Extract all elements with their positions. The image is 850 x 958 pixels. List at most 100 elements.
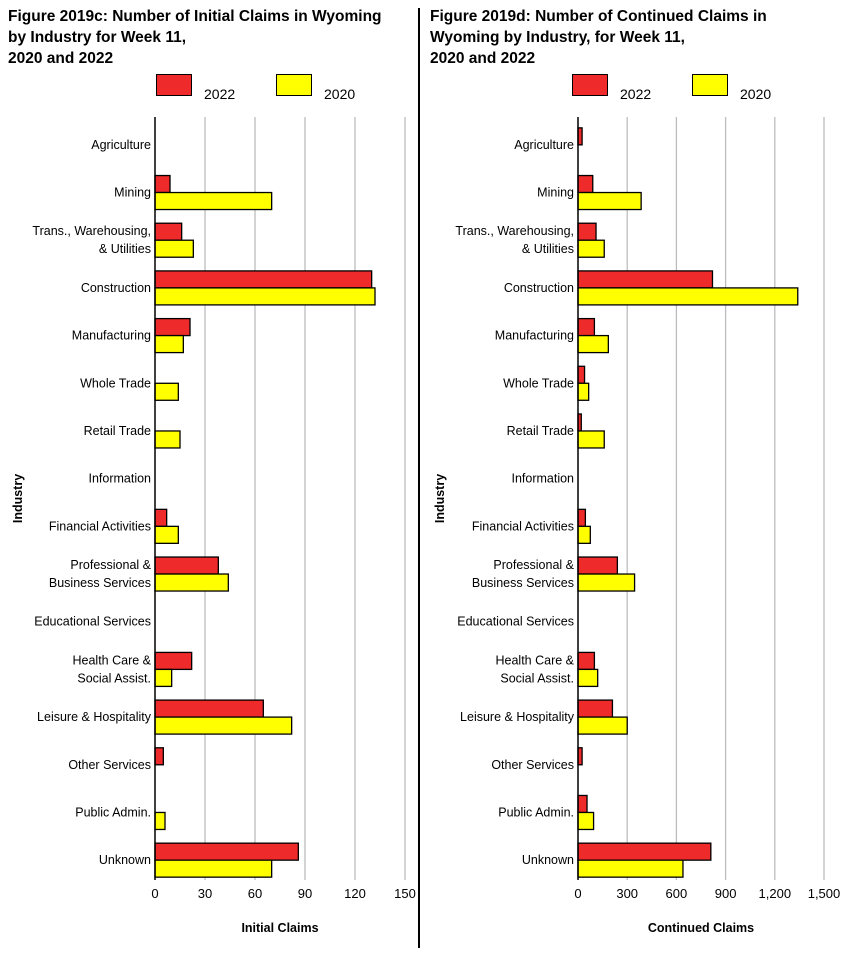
bar-2022 <box>154 699 264 718</box>
bar-2022 <box>577 508 587 527</box>
bar-2022 <box>577 651 596 671</box>
bar-2022 <box>577 842 712 861</box>
bar-2022 <box>577 222 597 241</box>
y-axis-title: Industry <box>433 474 447 523</box>
initial-claims-chart: Figure 2019c: Number of Initial Claims i… <box>0 0 418 958</box>
x-tick-label: 150 <box>394 886 416 901</box>
bar-2020 <box>577 668 599 688</box>
bar-2020 <box>577 811 595 831</box>
chart-title: Figure 2019d: Number of Continued Claims… <box>430 8 767 67</box>
category-label: Educational Services <box>457 615 574 629</box>
bar-2020 <box>577 239 605 258</box>
bar-2020 <box>577 430 605 449</box>
category-label: Manufacturing <box>72 329 151 343</box>
bar-2020 <box>154 334 184 354</box>
category-label: Other Services <box>68 758 151 772</box>
bar-2022 <box>154 842 299 861</box>
category-label: Financial Activities <box>472 519 574 533</box>
category-label: Other Services <box>491 758 574 772</box>
bar-2020 <box>154 811 166 831</box>
x-axis-title: Initial Claims <box>241 921 318 935</box>
bar-2020 <box>577 573 636 592</box>
category-label: Health Care & Social Assist. <box>495 653 574 685</box>
x-tick-label: 60 <box>248 886 262 901</box>
category-label: Manufacturing <box>495 329 574 343</box>
category-label: Agriculture <box>91 138 151 152</box>
category-label: Mining <box>114 186 151 200</box>
y-axis-title: Industry <box>11 474 25 523</box>
x-tick-label: 900 <box>715 886 737 901</box>
x-tick-label: 30 <box>198 886 212 901</box>
bar-2020 <box>577 382 590 401</box>
bar-2020 <box>154 525 179 544</box>
legend-label-2020: 2020 <box>740 86 772 102</box>
bar-2022 <box>577 556 619 575</box>
legend-label-2022: 2022 <box>204 86 236 102</box>
bar-2022 <box>577 317 596 337</box>
bar-2020 <box>154 287 376 306</box>
category-label: Construction <box>504 281 574 295</box>
category-label: Unknown <box>99 853 151 867</box>
continued-claims-plot: Agriculture Mining Trans., Warehousing, & U… <box>433 117 841 935</box>
category-label: Leisure & Hospitality <box>460 710 575 724</box>
legend-swatch-2020 <box>692 74 728 96</box>
bar-2020 <box>154 573 229 592</box>
bar-2022 <box>154 222 183 241</box>
bar-2022 <box>577 699 614 718</box>
bar-2020 <box>154 716 293 735</box>
bar-2022 <box>154 556 219 575</box>
category-label: Agriculture <box>514 138 574 152</box>
category-label: Mining <box>537 186 574 200</box>
bar-2022 <box>154 508 168 527</box>
bar-2020 <box>154 191 273 211</box>
panel-divider <box>418 8 420 948</box>
continued-claims-chart: Figure 2019d: Number of Continued Claims… <box>422 0 850 958</box>
legend-swatch-2022 <box>572 74 608 96</box>
legend-label-2022: 2022 <box>620 86 652 102</box>
legend-swatch-2020 <box>276 74 312 96</box>
x-tick-label: 300 <box>616 886 638 901</box>
x-tick-label: 1,200 <box>759 886 792 901</box>
category-label: Leisure & Hospitality <box>37 710 152 724</box>
bar-2020 <box>154 382 179 401</box>
category-label: Professional & Business Services <box>49 558 152 590</box>
bar-2022 <box>154 651 193 671</box>
category-label: Professional & Business Services <box>472 558 575 590</box>
x-tick-label: 0 <box>151 886 158 901</box>
x-tick-label: 90 <box>298 886 312 901</box>
x-axis-title: Continued Claims <box>648 921 754 935</box>
bar-2022 <box>154 174 171 194</box>
category-label: Unknown <box>522 853 574 867</box>
bar-2022 <box>577 270 714 289</box>
category-label: Public Admin. <box>75 805 151 819</box>
bar-2020 <box>577 287 799 306</box>
bar-2020 <box>154 859 273 878</box>
bar-2022 <box>154 317 191 337</box>
category-label: Whole Trade <box>80 376 151 390</box>
category-label: Trans., Warehousing, & Utilities <box>32 224 151 256</box>
category-label: Information <box>511 472 574 486</box>
category-label: Retail Trade <box>507 424 574 438</box>
bar-2022 <box>154 270 373 289</box>
bar-2022 <box>154 747 164 766</box>
bar-2020 <box>154 668 173 688</box>
category-label: Financial Activities <box>49 519 151 533</box>
bar-2022 <box>577 365 586 384</box>
bar-2020 <box>577 859 684 878</box>
x-tick-label: 0 <box>574 886 581 901</box>
bar-2022 <box>577 174 594 194</box>
bar-2020 <box>577 525 591 544</box>
category-label: Public Admin. <box>498 805 574 819</box>
category-label: Information <box>88 472 151 486</box>
bar-2020 <box>577 191 642 211</box>
bar-2020 <box>577 716 628 735</box>
bar-2022 <box>577 794 588 814</box>
x-tick-label: 600 <box>666 886 688 901</box>
category-label: Construction <box>81 281 151 295</box>
category-label: Health Care & Social Assist. <box>72 653 151 685</box>
bar-2020 <box>154 239 194 258</box>
category-label: Trans., Warehousing, & Utilities <box>455 224 574 256</box>
bar-2020 <box>154 430 181 449</box>
x-tick-label: 1,500 <box>808 886 841 901</box>
category-label: Educational Services <box>34 615 151 629</box>
